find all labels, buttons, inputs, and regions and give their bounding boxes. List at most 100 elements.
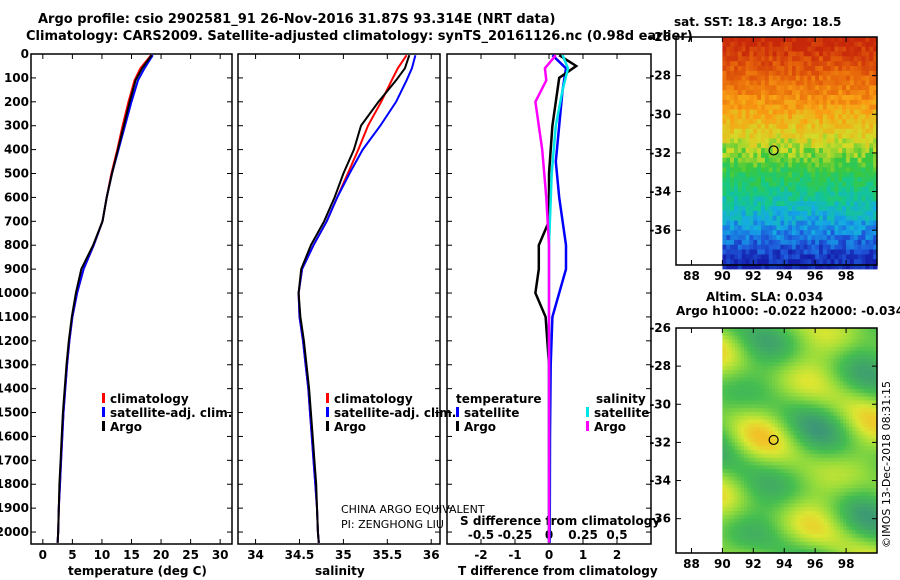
sla-cell — [855, 530, 860, 535]
sla-cell — [846, 408, 850, 413]
sla-cell — [725, 389, 730, 394]
sla-cell — [849, 347, 853, 352]
sla-cell — [843, 343, 847, 348]
sst-cell — [834, 239, 839, 246]
sla-cell — [781, 419, 785, 424]
sst-cell — [768, 186, 774, 193]
sla-cell — [790, 354, 795, 360]
sst-cell — [745, 61, 751, 67]
sst-cell — [846, 128, 851, 135]
sla-cell — [768, 518, 773, 524]
sla-cell — [809, 549, 813, 554]
sst-cell — [788, 206, 793, 212]
sla-cell — [778, 347, 782, 352]
sla-cell — [756, 438, 761, 443]
sla-cell — [809, 343, 813, 348]
sst-cell — [734, 220, 739, 226]
sst-cell — [830, 191, 836, 197]
sla-cell — [821, 389, 825, 394]
sla-cell — [790, 511, 795, 516]
sla-cell — [793, 358, 798, 363]
sst-cell — [764, 80, 770, 86]
sla-cell — [836, 438, 841, 443]
sla-cell — [821, 507, 825, 512]
sst-cell — [803, 181, 809, 188]
sla-cell — [753, 419, 757, 424]
sla-cell — [799, 381, 804, 386]
sst-cell — [799, 66, 805, 72]
sla-cell — [802, 404, 807, 409]
sla-cell — [728, 331, 733, 337]
sla-cell — [805, 331, 810, 337]
sla-cell — [821, 423, 825, 428]
sst-cell — [842, 225, 847, 231]
sla-cell — [768, 335, 773, 340]
sla-cell — [759, 537, 764, 543]
sst-cell — [873, 181, 878, 188]
sst-cell — [757, 66, 762, 72]
sst-cell — [741, 128, 747, 135]
sla-cell — [864, 339, 869, 344]
sla-cell — [744, 408, 748, 413]
sla-cell — [790, 537, 795, 543]
sst-cell — [722, 37, 727, 43]
sla-cell — [725, 354, 730, 360]
sst-cell — [815, 206, 820, 212]
sla-cell — [802, 381, 807, 386]
sla-cell — [787, 381, 791, 386]
sst-cell — [772, 133, 778, 139]
sla-cell — [855, 476, 860, 482]
sla-cell — [734, 369, 739, 375]
sla-cell — [802, 362, 807, 367]
sst-cell — [749, 119, 754, 125]
sst-cell — [849, 196, 855, 202]
sla-cell — [864, 453, 869, 459]
sla-cell — [802, 503, 807, 508]
sst-cell — [826, 244, 832, 251]
sst-cell — [873, 123, 878, 130]
sla-cell — [843, 518, 847, 524]
sla-cell — [846, 366, 850, 371]
sla-cell — [821, 537, 825, 543]
sla-cell — [787, 507, 791, 512]
sst-cell — [846, 90, 851, 96]
sla-cell — [799, 492, 804, 497]
diff-line-s-argo — [534, 54, 557, 543]
sla-cell — [846, 453, 850, 459]
legend-mark-t-argo — [456, 421, 459, 431]
sla-cell — [812, 343, 816, 348]
sst-cell — [737, 259, 743, 265]
sst-cell — [842, 123, 847, 130]
sla-cell — [796, 404, 801, 409]
sst-cell — [734, 95, 739, 101]
sst-cell — [776, 264, 781, 270]
sst-cell — [795, 172, 801, 178]
sla-map-field — [722, 328, 878, 554]
sst-cell — [834, 123, 839, 130]
sst-cell — [761, 75, 766, 81]
sst-cell — [834, 85, 839, 91]
sst-cell — [737, 114, 743, 120]
sla-cell — [781, 533, 785, 539]
sla-cell — [839, 526, 844, 531]
sst-cell — [730, 206, 735, 212]
sla-cell — [833, 373, 838, 379]
sst-cell — [834, 249, 839, 255]
sla-cell — [740, 431, 745, 436]
sst-cell — [726, 259, 731, 265]
sla-cell — [775, 343, 779, 348]
sla-cell — [864, 377, 869, 382]
sla-cell — [734, 419, 739, 424]
sst-cell — [761, 46, 766, 53]
sla-cell — [750, 518, 754, 524]
sst-cell — [734, 225, 739, 231]
sla-cell — [790, 522, 795, 527]
sst-cell — [795, 119, 801, 125]
sst-cell — [803, 104, 809, 110]
sst-cell — [873, 128, 878, 135]
sla-cell — [818, 389, 822, 394]
sst-cell — [795, 90, 801, 96]
sla-cell — [799, 530, 804, 535]
sst-cell — [753, 239, 758, 246]
sst-cell — [834, 143, 839, 149]
